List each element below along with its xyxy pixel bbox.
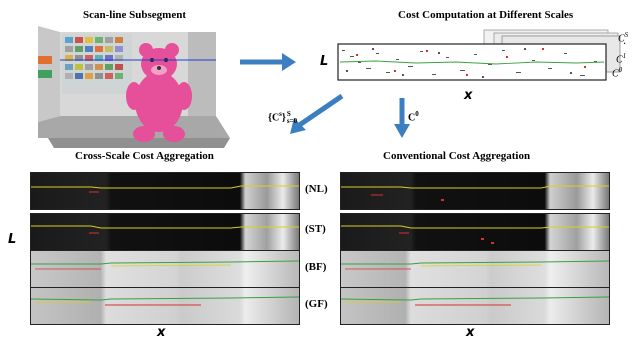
method-label-bf: (BF) xyxy=(305,261,327,273)
strip-conv-nl xyxy=(340,172,610,210)
axis-label-L-top: L xyxy=(320,54,329,69)
strip-cross-st xyxy=(30,213,300,251)
scale-label-CS: CS xyxy=(618,31,628,44)
scale-label-C0-base: C xyxy=(612,68,619,80)
scale-label-dots: · xyxy=(623,39,627,50)
scale-label-C1: C1 xyxy=(616,52,626,65)
arrow-label-multiscale: {Cs}S s=0 xyxy=(268,110,297,125)
arrow-to-conventional xyxy=(394,98,410,138)
arrow-label-multiscale-bottom: s=0 xyxy=(286,117,298,126)
scale-label-C0-sup: 0 xyxy=(618,66,623,74)
axis-label-L-bottom: L xyxy=(8,232,17,247)
strip-conv-st xyxy=(340,213,610,251)
conventional-title: Conventional Cost Aggregation xyxy=(383,150,531,162)
method-label-gf: (GF) xyxy=(305,298,328,310)
scale-label-CS-sup: S xyxy=(624,31,629,39)
cost-volume-stack xyxy=(337,29,621,81)
scanline-title: Scan-line Subsegment xyxy=(83,9,186,21)
arrow-label-multiscale-close: } xyxy=(281,112,286,124)
strip-conv-bf xyxy=(340,250,610,288)
arrow-right xyxy=(240,53,296,71)
strip-conv-gf xyxy=(340,287,610,325)
cross-scale-title: Cross-Scale Cost Aggregation xyxy=(75,150,214,162)
method-label-st: (ST) xyxy=(305,223,326,235)
scale-label-CS-base: C xyxy=(618,33,625,45)
strip-cross-nl xyxy=(30,172,300,210)
strip-cross-gf xyxy=(30,287,300,325)
arrow-label-multiscale-main: {C xyxy=(268,112,280,124)
axis-label-x-left: x xyxy=(157,325,166,340)
arrow-label-c0-sup: 0 xyxy=(415,110,419,118)
arrow-to-cross-scale xyxy=(290,93,344,134)
arrow-label-c0: C0 xyxy=(408,110,419,123)
method-label-nl: (NL) xyxy=(305,183,328,195)
axis-label-x-right: x xyxy=(466,325,475,340)
scanline-photo xyxy=(38,26,230,148)
scale-label-C1-base: C xyxy=(616,54,623,66)
scale-label-C0: C0 xyxy=(612,66,622,79)
scale-label-C1-sup: 1 xyxy=(622,52,627,60)
arrow-label-multiscale-sup: s xyxy=(279,110,282,118)
cost-computation-title: Cost Computation at Different Scales xyxy=(398,9,574,21)
strip-cross-bf xyxy=(30,250,300,288)
arrow-label-multiscale-top: S xyxy=(286,110,291,119)
axis-label-x-top: x xyxy=(464,88,473,103)
arrow-label-c0-main: C xyxy=(408,112,416,124)
